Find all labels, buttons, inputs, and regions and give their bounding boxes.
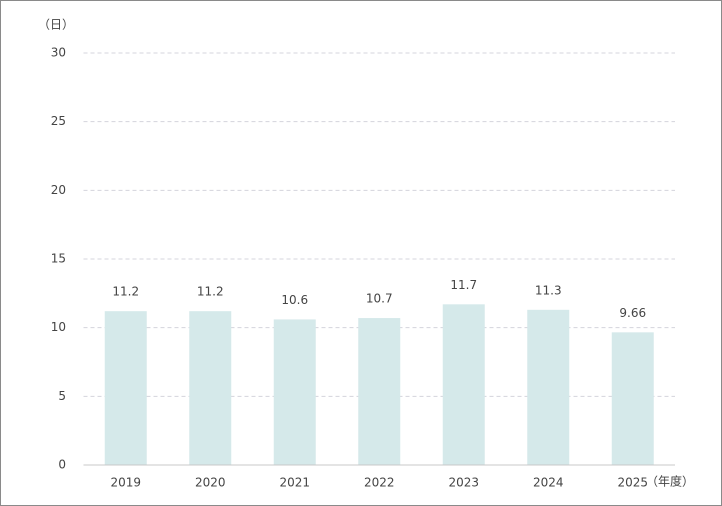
data-label: 10.6 xyxy=(281,293,308,307)
y-tick-label: 30 xyxy=(51,46,66,60)
bar xyxy=(527,309,570,465)
data-label: 11.2 xyxy=(112,285,139,299)
x-tick-label: 2019 xyxy=(110,476,141,490)
x-tick-label: 2022 xyxy=(364,476,395,490)
bar xyxy=(273,319,316,465)
bar xyxy=(358,318,401,465)
y-tick-label: 25 xyxy=(51,114,66,128)
bar xyxy=(189,311,232,465)
y-tick-label: 5 xyxy=(58,389,66,403)
y-tick-label: 10 xyxy=(51,320,66,334)
bar xyxy=(442,304,485,465)
x-tick-label: 2023 xyxy=(448,476,479,490)
x-tick-label: 2021 xyxy=(279,476,310,490)
data-label: 11.2 xyxy=(197,285,224,299)
x-unit-label: （年度） xyxy=(646,474,694,489)
bar xyxy=(104,311,147,465)
data-label: 9.66 xyxy=(619,306,646,320)
y-tick-label: 0 xyxy=(58,458,66,472)
y-unit-label: （日） xyxy=(38,18,74,32)
data-label: 11.7 xyxy=(450,278,477,292)
x-tick-label: 2025 xyxy=(617,476,648,490)
x-tick-label: 2024 xyxy=(533,476,564,490)
x-tick-label: 2020 xyxy=(195,476,226,490)
y-tick-label: 15 xyxy=(51,252,66,266)
y-tick-label: 20 xyxy=(51,183,66,197)
bar xyxy=(611,332,654,465)
data-label: 11.3 xyxy=(535,283,562,297)
data-label: 10.7 xyxy=(366,292,393,306)
